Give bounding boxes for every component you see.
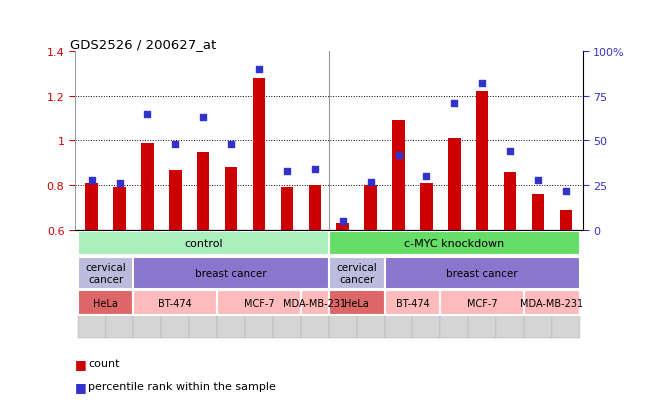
Text: count: count xyxy=(88,358,119,368)
Bar xyxy=(524,291,580,316)
Text: HeLa: HeLa xyxy=(93,298,118,308)
Text: MDA-MB-231: MDA-MB-231 xyxy=(283,298,346,308)
Bar xyxy=(496,230,524,338)
Point xyxy=(365,179,376,185)
Text: c-MYC knockdown: c-MYC knockdown xyxy=(404,238,505,248)
Text: BT-474: BT-474 xyxy=(396,298,429,308)
Bar xyxy=(329,291,385,316)
Point xyxy=(421,173,432,180)
Bar xyxy=(141,143,154,230)
Bar xyxy=(113,188,126,230)
Bar xyxy=(385,230,413,338)
Bar xyxy=(309,186,321,230)
Bar xyxy=(85,183,98,230)
Bar xyxy=(524,230,552,338)
Bar xyxy=(161,230,189,338)
Bar xyxy=(385,291,440,316)
Text: control: control xyxy=(184,238,223,248)
Bar xyxy=(329,230,357,338)
Bar xyxy=(217,230,245,338)
Bar xyxy=(413,230,440,338)
Point xyxy=(337,218,348,225)
Bar xyxy=(560,210,572,230)
Bar xyxy=(357,230,385,338)
Bar xyxy=(301,230,329,338)
Bar xyxy=(448,139,461,230)
Text: cervical
cancer: cervical cancer xyxy=(85,262,126,284)
Point xyxy=(561,188,571,195)
Bar xyxy=(77,257,133,290)
Point xyxy=(477,81,488,87)
Bar xyxy=(420,183,433,230)
Bar xyxy=(301,291,329,316)
Bar xyxy=(329,257,385,290)
Point xyxy=(282,168,292,175)
Text: cervical
cancer: cervical cancer xyxy=(337,262,377,284)
Bar xyxy=(392,121,405,230)
Bar xyxy=(552,230,580,338)
Bar xyxy=(169,170,182,230)
Bar xyxy=(337,224,349,230)
Bar xyxy=(225,168,238,230)
Bar xyxy=(253,78,266,230)
Text: HeLa: HeLa xyxy=(344,298,369,308)
Point xyxy=(533,177,543,184)
Bar xyxy=(105,230,133,338)
Bar xyxy=(77,230,105,338)
Bar xyxy=(329,231,580,256)
Point xyxy=(226,141,236,148)
Bar xyxy=(133,257,329,290)
Bar xyxy=(468,230,496,338)
Bar xyxy=(476,92,488,230)
Bar xyxy=(273,230,301,338)
Bar xyxy=(133,230,161,338)
Text: MDA-MB-231: MDA-MB-231 xyxy=(520,298,583,308)
Bar xyxy=(197,152,210,230)
Point xyxy=(198,114,208,121)
Bar xyxy=(77,291,133,316)
Text: GDS2526 / 200627_at: GDS2526 / 200627_at xyxy=(70,38,216,50)
Bar xyxy=(189,230,217,338)
Point xyxy=(142,111,152,118)
Point xyxy=(115,180,125,187)
Bar xyxy=(365,186,377,230)
Bar xyxy=(217,291,301,316)
Bar xyxy=(532,195,544,230)
Bar xyxy=(245,230,273,338)
Point xyxy=(254,66,264,73)
Bar xyxy=(133,291,217,316)
Point xyxy=(393,152,404,159)
Text: breast cancer: breast cancer xyxy=(195,268,267,278)
Bar xyxy=(77,231,329,256)
Bar xyxy=(440,291,524,316)
Text: percentile rank within the sample: percentile rank within the sample xyxy=(88,381,276,391)
Bar xyxy=(440,230,468,338)
Bar xyxy=(281,188,293,230)
Text: MCF-7: MCF-7 xyxy=(243,298,274,308)
Point xyxy=(449,100,460,107)
Point xyxy=(310,166,320,173)
Point xyxy=(87,177,97,184)
Bar xyxy=(504,172,516,230)
Text: breast cancer: breast cancer xyxy=(447,268,518,278)
Point xyxy=(170,141,180,148)
Bar xyxy=(385,257,580,290)
Text: MCF-7: MCF-7 xyxy=(467,298,497,308)
Text: ■: ■ xyxy=(75,380,87,393)
Text: ■: ■ xyxy=(75,357,87,370)
Text: BT-474: BT-474 xyxy=(158,298,192,308)
Point xyxy=(505,149,516,155)
